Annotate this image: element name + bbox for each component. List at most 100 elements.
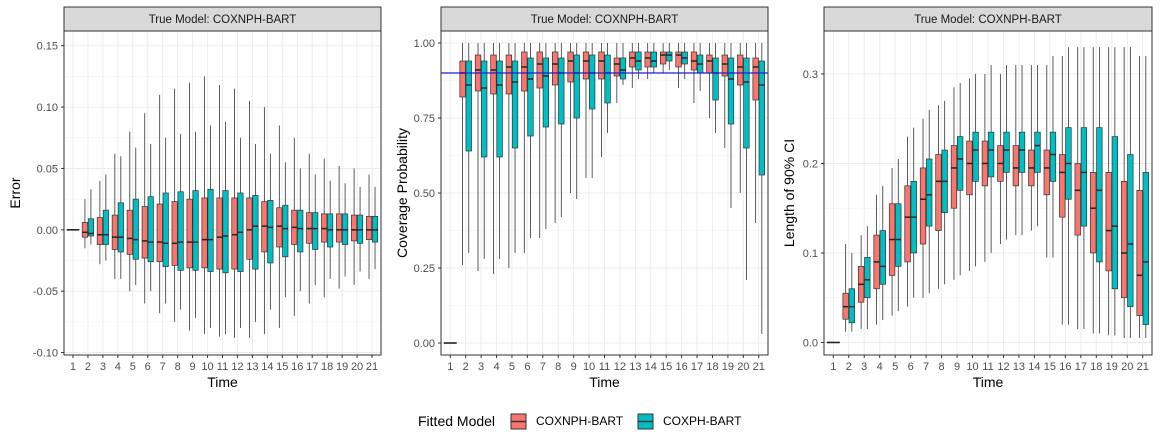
x-tick-label: 21 <box>753 361 765 373</box>
x-tick-label: 4 <box>493 361 499 373</box>
x-tick-label: 13 <box>246 361 258 373</box>
x-tick-label: 15 <box>660 361 672 373</box>
x-tick-label: 4 <box>115 361 121 373</box>
x-tick-label: 17 <box>691 361 703 373</box>
box-coxph <box>207 188 214 272</box>
facet-strip <box>823 6 1153 32</box>
x-tick-label: 1 <box>70 361 76 373</box>
x-tick-label: 7 <box>160 361 166 373</box>
box-coxph <box>743 57 750 149</box>
y-axis-title: Coverage Probability <box>394 128 410 258</box>
x-tick-label: 3 <box>861 361 867 373</box>
x-tick-label: 9 <box>190 361 196 373</box>
box-coxph <box>1003 131 1010 173</box>
x-tick-label: 5 <box>509 361 515 373</box>
x-tick-label: 1 <box>447 361 453 373</box>
box-coxnph <box>201 197 208 269</box>
box-coxnph <box>171 201 178 266</box>
box-coxph <box>312 212 319 250</box>
box-coxnph <box>1012 145 1019 187</box>
box-coxnph <box>81 222 88 238</box>
x-tick-label: 1 <box>830 361 836 373</box>
facet-strip <box>440 6 769 32</box>
box-coxph <box>926 158 933 227</box>
box-coxnph <box>629 51 636 68</box>
box-coxph <box>987 131 995 178</box>
box-coxnph <box>521 51 528 92</box>
box-coxph <box>1080 127 1088 227</box>
box-coxph <box>147 196 154 263</box>
box-coxph <box>727 57 735 125</box>
box-coxph <box>542 57 550 128</box>
box-coxph <box>192 190 199 271</box>
box-coxph <box>132 198 139 260</box>
x-tick-label: 5 <box>892 361 898 373</box>
x-tick-label: 19 <box>336 361 348 373</box>
x-tick-label: 9 <box>571 361 577 373</box>
box-coxph <box>619 57 627 80</box>
box-coxph <box>1127 154 1134 308</box>
x-tick-label: 20 <box>1121 361 1133 373</box>
box-coxnph <box>582 51 590 80</box>
box-coxph <box>758 60 765 176</box>
x-tick-label: 18 <box>706 361 718 373</box>
box-coxph <box>1142 172 1149 325</box>
box-coxnph <box>351 214 358 242</box>
x-tick-label: 16 <box>675 361 687 373</box>
x-tick-label: 5 <box>130 361 136 373</box>
box-coxnph <box>752 57 759 101</box>
x-tick-label: 21 <box>1137 361 1149 373</box>
box-coxph <box>87 218 94 237</box>
box-coxnph <box>935 154 942 231</box>
box-coxph <box>1049 131 1057 182</box>
x-tick-label: 10 <box>201 361 213 373</box>
box-coxnph <box>1136 189 1143 316</box>
box-coxph <box>558 57 565 125</box>
x-tick-label: 12 <box>614 361 626 373</box>
box-coxnph <box>904 185 911 263</box>
box-coxph <box>972 131 979 182</box>
box-coxph <box>1018 131 1026 173</box>
box-coxph <box>848 288 855 324</box>
box-coxnph <box>1090 172 1097 254</box>
panels-group: True Model: COXNPH-BART -0.10 -0.05 0.00 0.0… <box>7 6 1153 390</box>
legend-label-coxnph: COXNPH-BART <box>536 414 624 428</box>
x-tick-label: 13 <box>629 361 641 373</box>
box-coxnph <box>1121 181 1128 299</box>
facet-strip-label: True Model: COXNPH-BART <box>914 14 1062 26</box>
x-tick-label: 7 <box>540 361 546 373</box>
x-tick-label: 8 <box>555 361 561 373</box>
box-coxph <box>1111 136 1119 290</box>
box-coxnph <box>613 57 620 77</box>
y-tick-label: 0.3 <box>803 69 818 81</box>
legend-label-coxph: COXPH-BART <box>663 414 742 428</box>
box-coxnph <box>1074 163 1081 236</box>
x-tick-label: 19 <box>722 361 734 373</box>
box-coxnph <box>216 197 223 270</box>
box-coxnph <box>567 51 574 83</box>
box-coxnph <box>706 54 713 74</box>
x-tick-label: 11 <box>217 361 228 373</box>
x-tick-label: 13 <box>1013 361 1025 373</box>
box-coxnph <box>721 54 728 77</box>
x-tick-label: 18 <box>1090 361 1102 373</box>
box-coxph <box>1096 127 1103 263</box>
y-tick-label: 0.2 <box>803 158 818 170</box>
y-tick-label: 0.1 <box>803 248 818 260</box>
x-tick-label: 3 <box>100 361 106 373</box>
box-coxph <box>511 60 519 149</box>
legend-title: Fitted Model <box>418 413 495 429</box>
box-coxnph <box>552 51 559 86</box>
box-coxnph <box>1059 154 1066 218</box>
x-tick-label: 2 <box>846 361 852 373</box>
x-tick-label: 8 <box>939 361 945 373</box>
box-coxnph <box>598 51 605 80</box>
x-tick-label: 3 <box>478 361 484 373</box>
x-axis-title: Time <box>589 374 620 390</box>
x-tick-label: 11 <box>982 361 993 373</box>
box-coxph <box>573 54 580 119</box>
box-coxnph <box>644 51 651 68</box>
y-tick-label: 0.75 <box>414 113 435 125</box>
box-coxnph <box>1043 149 1050 196</box>
